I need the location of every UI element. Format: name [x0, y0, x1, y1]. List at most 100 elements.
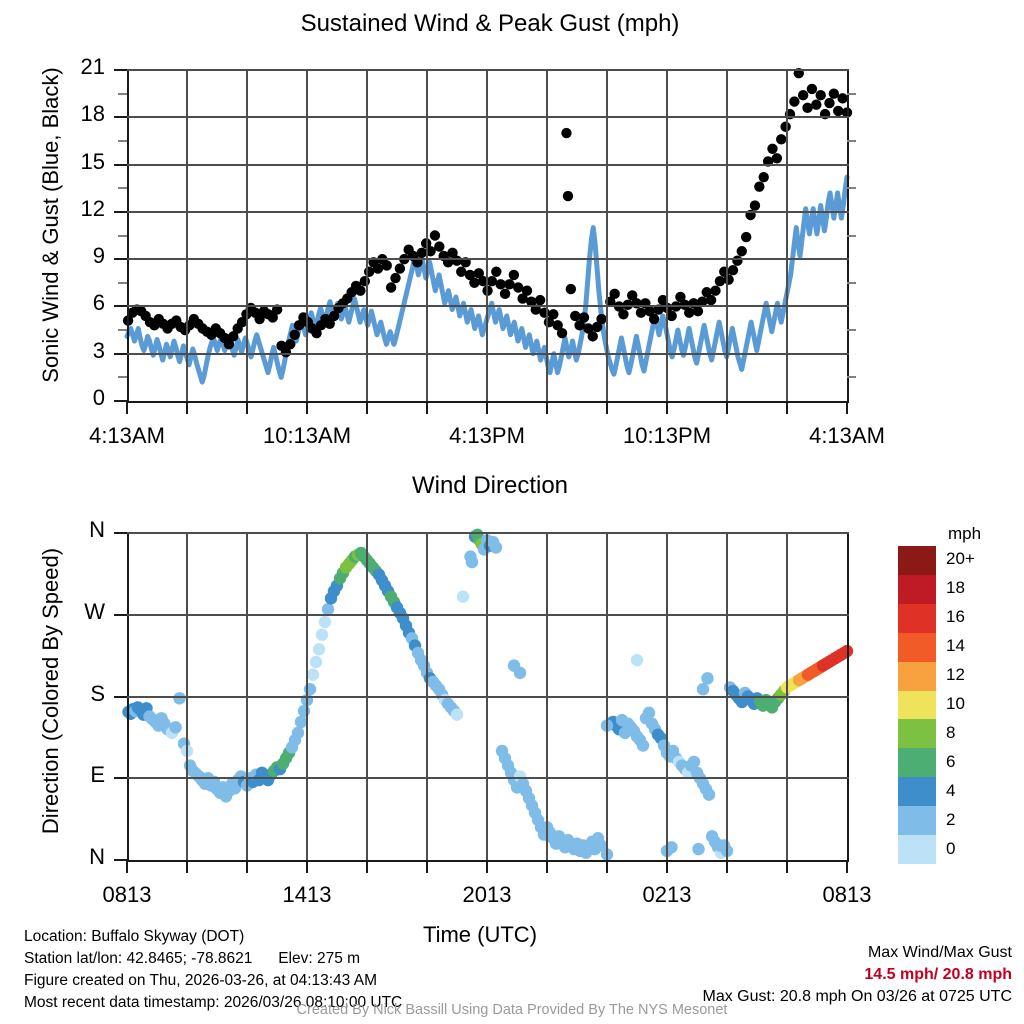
- gust-point: [574, 320, 585, 331]
- gust-point: [701, 287, 712, 298]
- page-title-wind-direction: Wind Direction: [411, 472, 569, 499]
- gust-point: [789, 96, 800, 107]
- gridline-h-dir-1: [127, 777, 849, 780]
- colorbar-band-10: [898, 835, 936, 864]
- gust-point: [749, 200, 761, 211]
- xtick-label-dir-2: 2013: [462, 882, 512, 907]
- gust-point: [416, 247, 427, 259]
- ytick-mark-speed-5: [114, 163, 127, 166]
- ytick-mark-speed-3: [114, 258, 127, 261]
- direction-point: [173, 692, 186, 705]
- gust-point: [609, 288, 620, 300]
- ytick-mark-dir-4: [114, 532, 127, 534]
- gust-point: [469, 277, 480, 288]
- gust-point: [254, 313, 265, 325]
- gridline-h-dir-3: [127, 613, 849, 616]
- direction-point: [456, 590, 470, 603]
- ytick-mark-dir-0: [114, 859, 127, 861]
- ytick-label-speed-6: 18: [80, 101, 105, 127]
- gust-point: [675, 291, 686, 303]
- xtick-mark-dir-5: [426, 860, 428, 873]
- gust-point: [372, 263, 384, 274]
- gust-point: [648, 313, 660, 325]
- gust-point: [828, 88, 840, 99]
- xtick-label-speed-3: 10:13PM: [622, 423, 712, 448]
- ytick-minor-r-speed-1: [847, 329, 856, 332]
- gust-point: [456, 266, 467, 277]
- direction-point: [489, 541, 503, 554]
- xtick-label-dir-0: 0813: [102, 882, 152, 907]
- ytick-label-speed-4: 12: [80, 195, 105, 221]
- xtick-mark-dir-4: [366, 860, 368, 873]
- ytick-mark-speed-0: [114, 400, 127, 402]
- gust-point: [390, 272, 401, 284]
- gridline-h-dir-4: [127, 532, 849, 534]
- colorbar-tick-label-7: 6: [946, 751, 956, 771]
- gust-point: [285, 339, 296, 350]
- ytick-mark-dir-1: [114, 777, 127, 780]
- ytick-mark-speed-7: [114, 69, 127, 71]
- gust-point: [280, 346, 292, 358]
- gust-point: [328, 310, 340, 322]
- direction-point: [306, 668, 320, 681]
- gust-point: [780, 121, 791, 132]
- direction-point: [594, 839, 608, 852]
- gust-point: [434, 241, 445, 252]
- xtick-mark-dir-0: [126, 860, 128, 873]
- ytick-mark-speed-1: [114, 352, 127, 355]
- gridline-v-dir-4: [366, 533, 368, 862]
- colorbar-tick-label-6: 8: [946, 722, 956, 742]
- gridline-h-speed-2: [127, 305, 849, 308]
- gust-point: [714, 276, 726, 287]
- colorbar-band-0: [898, 546, 936, 575]
- xtick-mark-dir-1: [186, 860, 188, 873]
- gridline-v-speed-2: [246, 70, 248, 403]
- gust-point: [429, 230, 441, 241]
- gust-point: [644, 305, 655, 317]
- gust-point: [596, 313, 607, 325]
- gust-point: [565, 283, 577, 295]
- xtick-mark-speed-5: [426, 401, 428, 414]
- gridline-v-dir-7: [546, 533, 548, 862]
- gust-point: [833, 105, 844, 117]
- colorbar-unit-label: mph: [948, 524, 982, 543]
- colorbar-tick-label-2: 16: [946, 607, 965, 627]
- xtick-mark-speed-7: [546, 401, 548, 414]
- gust-point: [618, 309, 629, 320]
- attribution-text: Created By Nick Bassill Using Data Provi…: [296, 1002, 728, 1018]
- direction-point: [294, 715, 308, 729]
- gridline-v-dir-10: [726, 533, 728, 862]
- ytick-label-speed-7: 21: [80, 54, 105, 79]
- ytick-minor-speed-1: [118, 329, 127, 332]
- ytick-label-dir-0: N: [89, 844, 105, 869]
- gust-point: [570, 310, 581, 322]
- gridline-h-speed-7: [127, 69, 849, 71]
- gust-point: [267, 312, 278, 323]
- gust-point: [385, 282, 397, 293]
- colorbar-band-1: [898, 574, 936, 604]
- gridline-v-speed-9: [666, 70, 668, 403]
- gust-point: [223, 339, 235, 350]
- gust-point: [837, 93, 848, 104]
- direction-point: [642, 706, 656, 720]
- footer-station: Station lat/lon: 42.8465; -78.8621 Elev:…: [24, 950, 361, 967]
- xtick-mark-dir-9: [666, 860, 668, 873]
- gust-point: [776, 134, 787, 145]
- direction-point: [687, 755, 701, 769]
- gust-point: [451, 255, 463, 266]
- ytick-label-dir-2: S: [90, 680, 105, 706]
- ytick-minor-r-speed-0: [847, 376, 856, 379]
- ytick-minor-r-speed-3: [847, 234, 856, 237]
- xtick-mark-dir-7: [546, 860, 548, 873]
- gust-point: [513, 282, 524, 293]
- colorbar-band-9: [898, 806, 936, 836]
- ytick-mark-speed-2: [114, 305, 127, 308]
- xtick-mark-speed-0: [126, 401, 128, 414]
- gridline-v-dir-9: [666, 533, 668, 862]
- xtick-mark-dir-8: [606, 860, 608, 873]
- gust-point: [736, 246, 747, 257]
- gridline-h-speed-6: [127, 116, 849, 119]
- gust-point: [473, 268, 484, 279]
- ytick-label-dir-3: W: [84, 598, 105, 624]
